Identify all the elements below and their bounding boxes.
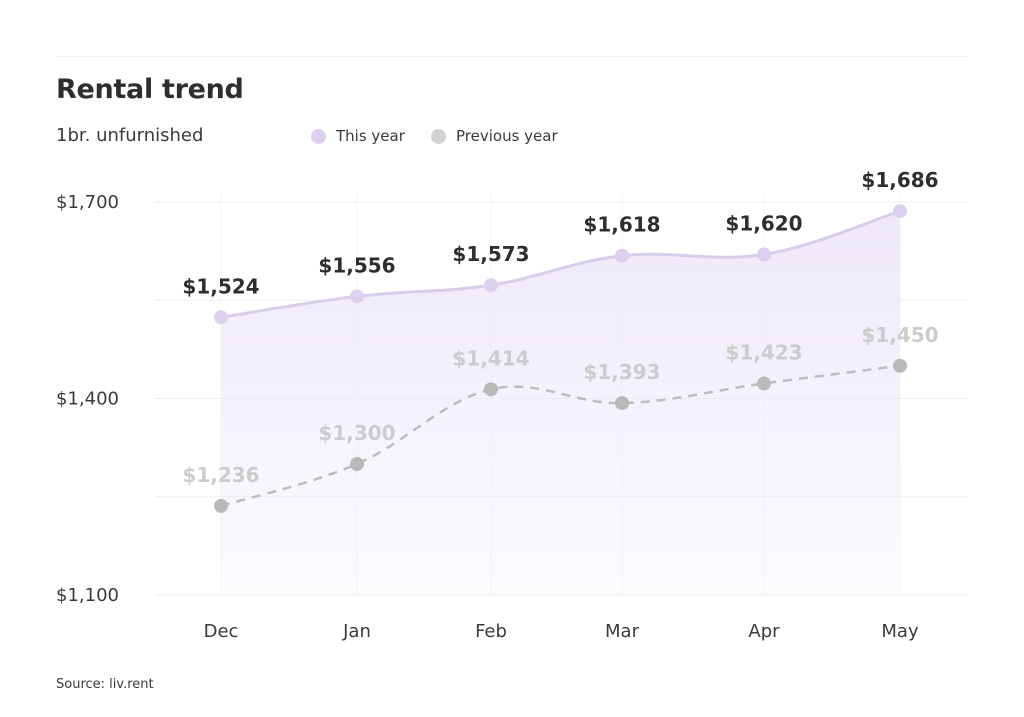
this-year-data-label: $1,618 (583, 213, 660, 237)
this-year-point (350, 289, 364, 304)
legend-label-this-year: This year (336, 127, 405, 145)
y-tick-label: $1,100 (56, 585, 119, 606)
this-year-line (220, 209, 901, 319)
this-year-area (221, 211, 900, 596)
source-note: Source: liv.rent (56, 677, 154, 692)
previous-year-point (757, 376, 771, 391)
x-tick-label: Dec (204, 621, 239, 642)
y-tick-label: $1,400 (56, 389, 119, 410)
legend-swatch-previous-year (431, 128, 446, 144)
top-divider (56, 56, 968, 57)
x-tick-label: May (881, 621, 919, 642)
x-tick-label: Mar (605, 621, 640, 642)
chart-subtitle: 1br. unfurnished (56, 125, 204, 146)
this-year-point (484, 278, 498, 293)
legend-swatch-this-year (311, 128, 326, 144)
previous-year-point (350, 457, 364, 471)
previous-year-point (214, 498, 228, 513)
previous-year-line (220, 364, 901, 508)
previous-year-point (615, 396, 629, 411)
legend-item-this-year: This year (311, 127, 405, 145)
this-year-data-label: $1,620 (725, 211, 802, 235)
previous-year-data-label: $1,300 (318, 421, 395, 445)
this-year-point (214, 310, 228, 325)
y-tick-label: $1,700 (56, 192, 119, 213)
x-tick-label: Feb (475, 621, 507, 642)
this-year-point (615, 248, 629, 263)
this-year-data-label: $1,686 (861, 168, 938, 192)
this-year-data-label: $1,556 (318, 253, 395, 277)
this-year-point (757, 247, 771, 262)
this-year-point (893, 204, 907, 219)
previous-year-data-label: $1,393 (583, 360, 660, 384)
previous-year-data-label: $1,423 (725, 340, 802, 364)
x-tick-label: Jan (342, 621, 371, 642)
this-year-data-label: $1,573 (452, 242, 529, 266)
previous-year-data-label: $1,414 (452, 346, 529, 370)
this-year-data-label: $1,524 (182, 274, 259, 298)
previous-year-point (484, 382, 498, 397)
chart-title: Rental trend (56, 74, 244, 105)
previous-year-data-label: $1,236 (182, 463, 259, 487)
legend-item-previous-year: Previous year (431, 127, 558, 145)
legend-label-previous-year: Previous year (456, 127, 558, 145)
previous-year-point (893, 358, 907, 373)
x-tick-label: Apr (748, 621, 780, 642)
previous-year-data-label: $1,450 (861, 323, 938, 347)
